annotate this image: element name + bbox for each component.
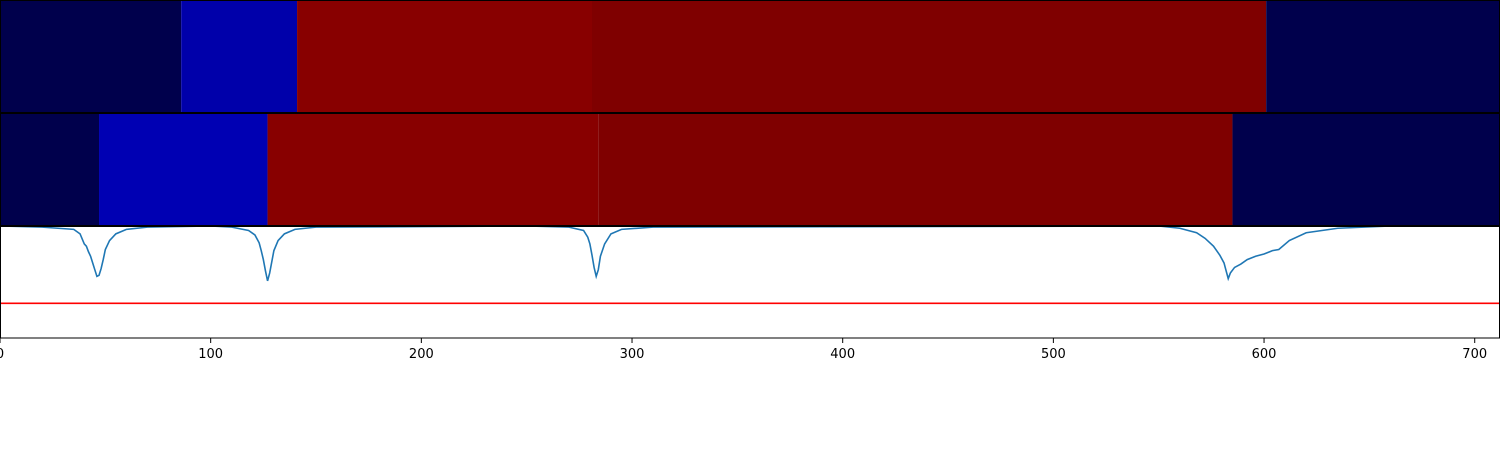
label-row-2-segment <box>0 114 100 225</box>
label-row-1-segment <box>181 1 298 112</box>
label-row-1 <box>0 1 1500 112</box>
label-row-1-segment <box>0 1 182 112</box>
x-tick-label: 500 <box>1041 347 1066 362</box>
x-tick-label: 200 <box>409 347 434 362</box>
label-row-2-segment <box>598 114 1233 225</box>
x-tick-label: 300 <box>620 347 645 362</box>
signal-panel-background <box>0 226 1500 338</box>
label-row-1-segment <box>1266 1 1500 112</box>
label-row-1-segment <box>591 1 1267 112</box>
x-tick-label: 400 <box>830 347 855 362</box>
label-row-2-segment <box>267 114 599 225</box>
label-row-2-segment <box>99 114 268 225</box>
x-axis: 0 100 200 300 400 500 600 700 <box>0 338 1487 362</box>
x-tick-label: 100 <box>198 347 223 362</box>
x-tick-label: 0 <box>0 347 4 362</box>
signal-panel <box>0 225 1500 338</box>
label-row-2 <box>0 114 1500 225</box>
x-tick-label: 700 <box>1462 347 1487 362</box>
x-tick-label: 600 <box>1252 347 1277 362</box>
label-row-2-segment <box>1232 114 1500 225</box>
label-row-1-segment <box>297 1 592 112</box>
